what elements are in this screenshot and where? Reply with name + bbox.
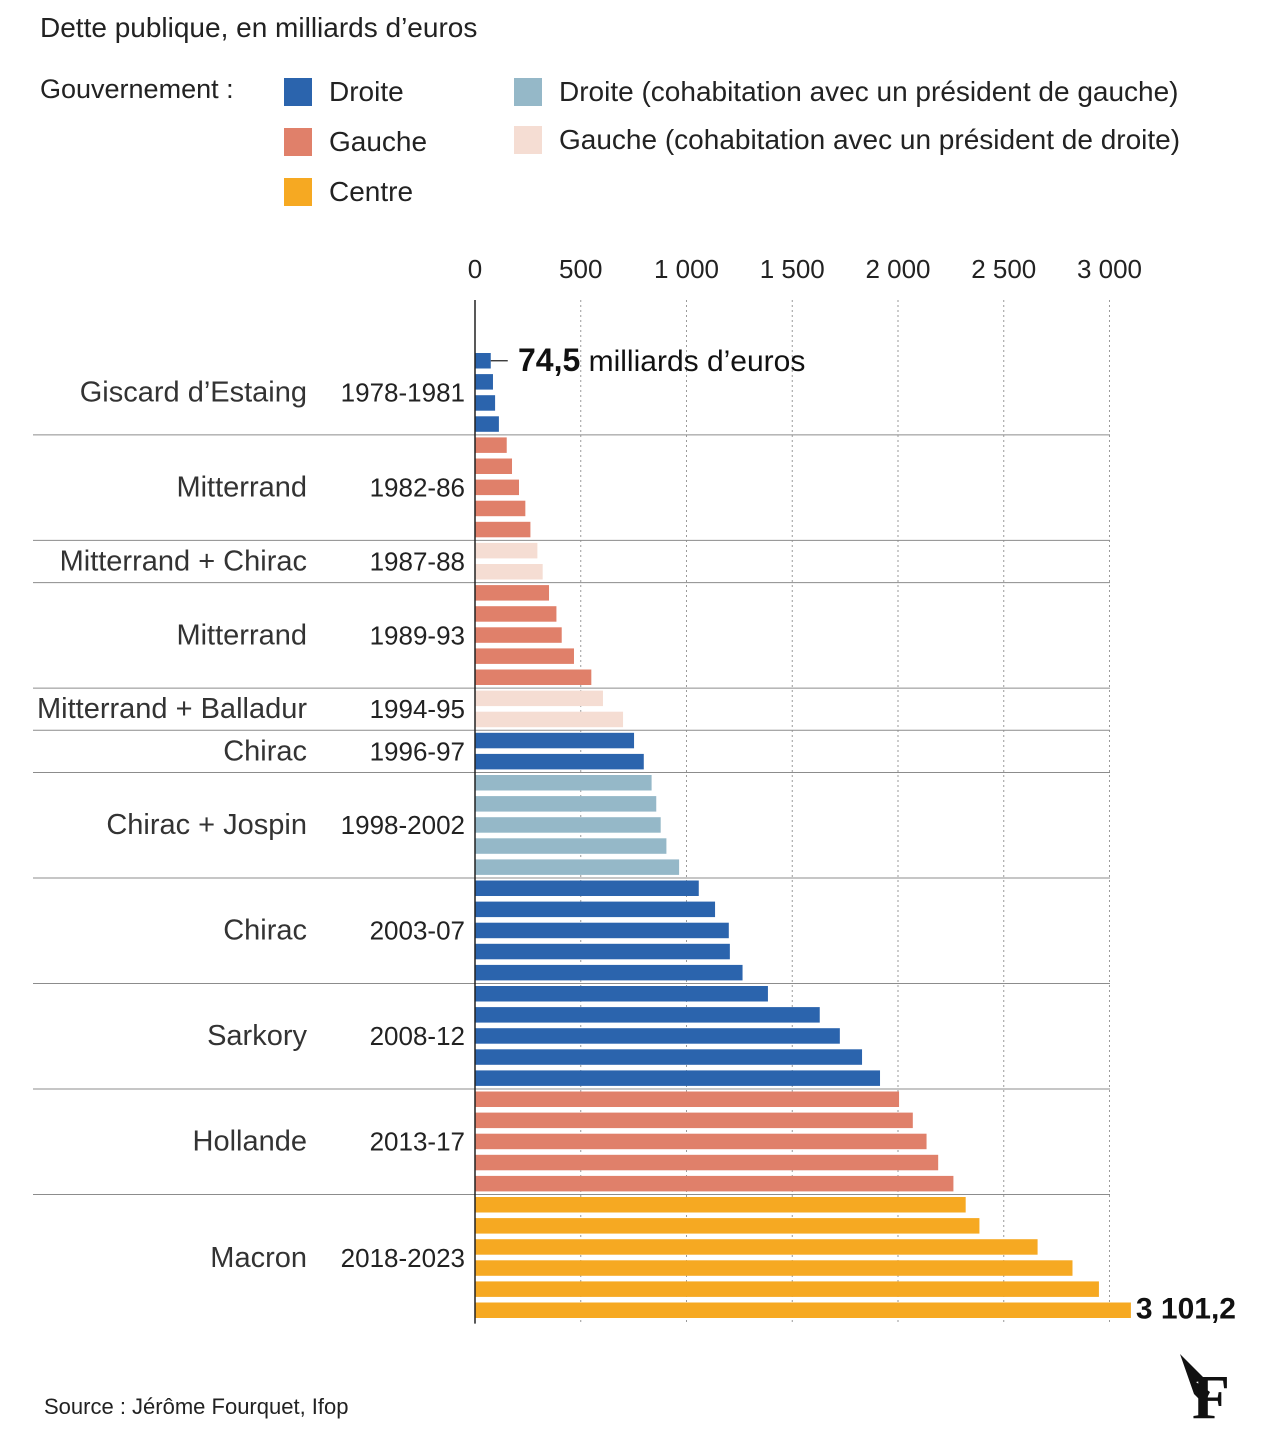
- period-label: 1996-97: [370, 736, 465, 766]
- legend-label-gauche-cohab: Gauche (cohabitation avec un président d…: [559, 124, 1181, 155]
- bar: [475, 817, 661, 833]
- bar: [475, 1133, 927, 1150]
- period-label: 2013-17: [370, 1127, 465, 1157]
- president-label: Giscard d’Estaing: [80, 377, 307, 409]
- bar: [475, 986, 768, 1002]
- annotation-first-value: 74,5 milliards d’euros: [518, 342, 805, 378]
- bar: [475, 732, 635, 749]
- bar: [475, 1091, 900, 1107]
- x-tick-label: 2 000: [865, 254, 930, 284]
- period-label: 1989-93: [370, 620, 465, 650]
- bar: [475, 1260, 1073, 1276]
- legend-label-centre: Centre: [329, 176, 414, 207]
- president-label: Mitterrand: [176, 472, 307, 504]
- bar: [475, 1175, 954, 1192]
- period-label: 2003-07: [370, 916, 465, 946]
- bar: [475, 796, 657, 812]
- bar: [475, 753, 644, 770]
- x-tick-label: 0: [468, 254, 482, 284]
- bar: [475, 922, 729, 939]
- legend-item-droite: Droite: [284, 76, 404, 108]
- bar: [475, 500, 526, 517]
- legend-item-gauche-cohab: Gauche (cohabitation avec un président d…: [514, 124, 1180, 156]
- president-label: Mitterrand + Balladur: [37, 693, 307, 725]
- legend-item-gauche: Gauche: [284, 126, 427, 158]
- bar: [475, 395, 496, 411]
- bar: [475, 901, 716, 918]
- x-tick-label: 2 500: [971, 254, 1036, 284]
- bar: [475, 711, 624, 728]
- bar: [475, 1302, 1131, 1318]
- bar: [475, 1154, 939, 1171]
- chart-title: Dette publique, en milliards d’euros: [40, 12, 478, 43]
- bar: [475, 585, 550, 601]
- president-label: Sarkory: [207, 1020, 307, 1052]
- le-figaro-logo: F: [1180, 1354, 1230, 1424]
- bar: [475, 775, 652, 791]
- bar: [475, 353, 491, 369]
- x-tick-label: 1 000: [654, 254, 719, 284]
- bar: [475, 437, 507, 453]
- bar: [475, 880, 699, 896]
- x-tick-label: 500: [559, 254, 602, 284]
- legend-swatch-droite: [284, 78, 312, 106]
- bar: [475, 521, 531, 538]
- bar: [475, 606, 557, 622]
- period-label: 2018-2023: [341, 1243, 465, 1273]
- legend-swatch-droite-cohab: [514, 78, 542, 106]
- bar: [475, 1218, 980, 1234]
- president-label: Chirac + Jospin: [106, 809, 307, 841]
- source-note: Source : Jérôme Fourquet, Ifop: [44, 1394, 349, 1419]
- period-label: 1978-1981: [341, 378, 465, 408]
- legend-swatch-centre: [284, 178, 312, 206]
- bar: [475, 564, 543, 580]
- bar: [475, 838, 667, 854]
- bar: [475, 1070, 881, 1086]
- period-label: 1994-95: [370, 694, 465, 724]
- bar: [475, 627, 562, 643]
- bar: [475, 648, 574, 664]
- annotation-last-value: 3 101,2: [1136, 1292, 1236, 1325]
- bar: [475, 1239, 1038, 1255]
- president-label: Macron: [210, 1242, 307, 1274]
- legend-item-droite-cohab: Droite (cohabitation avec un président d…: [514, 76, 1179, 108]
- president-label: Hollande: [193, 1126, 307, 1158]
- bar: [475, 1049, 863, 1065]
- bar: [475, 690, 603, 707]
- period-label: 1998-2002: [341, 810, 465, 840]
- bar: [475, 1007, 820, 1023]
- president-label: Chirac: [223, 915, 307, 947]
- legend-heading: Gouvernement :: [40, 74, 234, 104]
- bar: [475, 943, 730, 960]
- legend-label-gauche: Gauche: [329, 126, 428, 157]
- president-label: Mitterrand + Chirac: [60, 545, 307, 577]
- bar: [475, 859, 680, 875]
- bar: [475, 374, 493, 390]
- svg-text:F: F: [1192, 1364, 1230, 1424]
- x-tick-label: 3 000: [1077, 254, 1142, 284]
- bar: [475, 1028, 840, 1044]
- legend-label-droite-cohab: Droite (cohabitation avec un président d…: [559, 76, 1179, 107]
- period-label: 1987-88: [370, 546, 465, 576]
- president-label: Chirac: [223, 735, 307, 767]
- president-label: Mitterrand: [176, 619, 307, 651]
- legend-swatch-gauche-cohab: [514, 126, 542, 154]
- x-tick-label: 1 500: [760, 254, 825, 284]
- bar: [475, 416, 499, 432]
- bar: [475, 1281, 1099, 1297]
- bar: [475, 1112, 913, 1129]
- period-label: 2008-12: [370, 1021, 465, 1051]
- bar: [475, 964, 743, 981]
- bar: [475, 542, 538, 559]
- bar: [475, 458, 513, 474]
- legend-label-droite: Droite: [329, 76, 404, 107]
- bar: [475, 669, 592, 685]
- legend-swatch-gauche: [284, 128, 312, 156]
- period-label: 1982-86: [370, 473, 465, 503]
- bar: [475, 479, 519, 496]
- legend-item-centre: Centre: [284, 176, 413, 208]
- bar: [475, 1197, 966, 1213]
